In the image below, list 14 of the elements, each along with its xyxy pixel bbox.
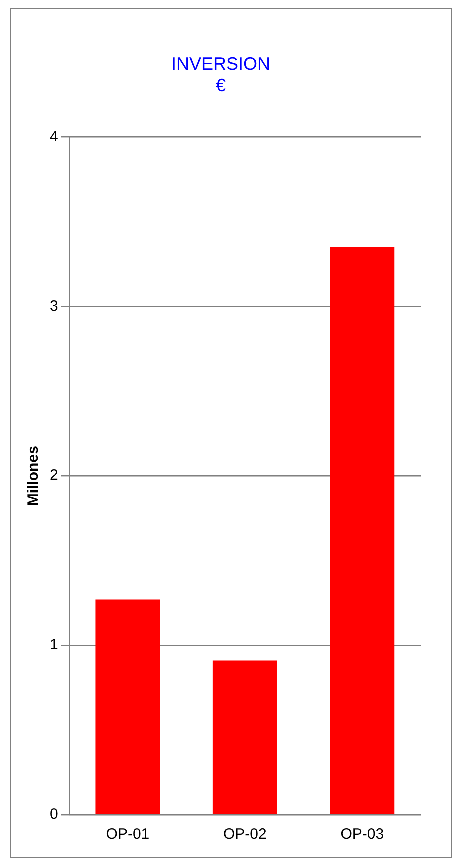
y-tick-label: 4 xyxy=(50,128,58,146)
y-tick-label: 2 xyxy=(50,467,58,484)
y-tick-label: 3 xyxy=(50,298,58,315)
x-tick-label: OP-03 xyxy=(340,826,384,844)
bar xyxy=(330,247,395,814)
y-tick-label: 0 xyxy=(50,806,58,824)
x-tick-label: OP-02 xyxy=(223,826,267,844)
text: INVERSION xyxy=(171,54,271,74)
bar xyxy=(96,600,160,814)
y-axis-title: Millones xyxy=(25,446,42,506)
x-tick-label: OP-01 xyxy=(106,826,150,844)
bar xyxy=(212,660,278,814)
y-tick-label: 1 xyxy=(50,636,58,654)
text: € xyxy=(216,75,226,96)
